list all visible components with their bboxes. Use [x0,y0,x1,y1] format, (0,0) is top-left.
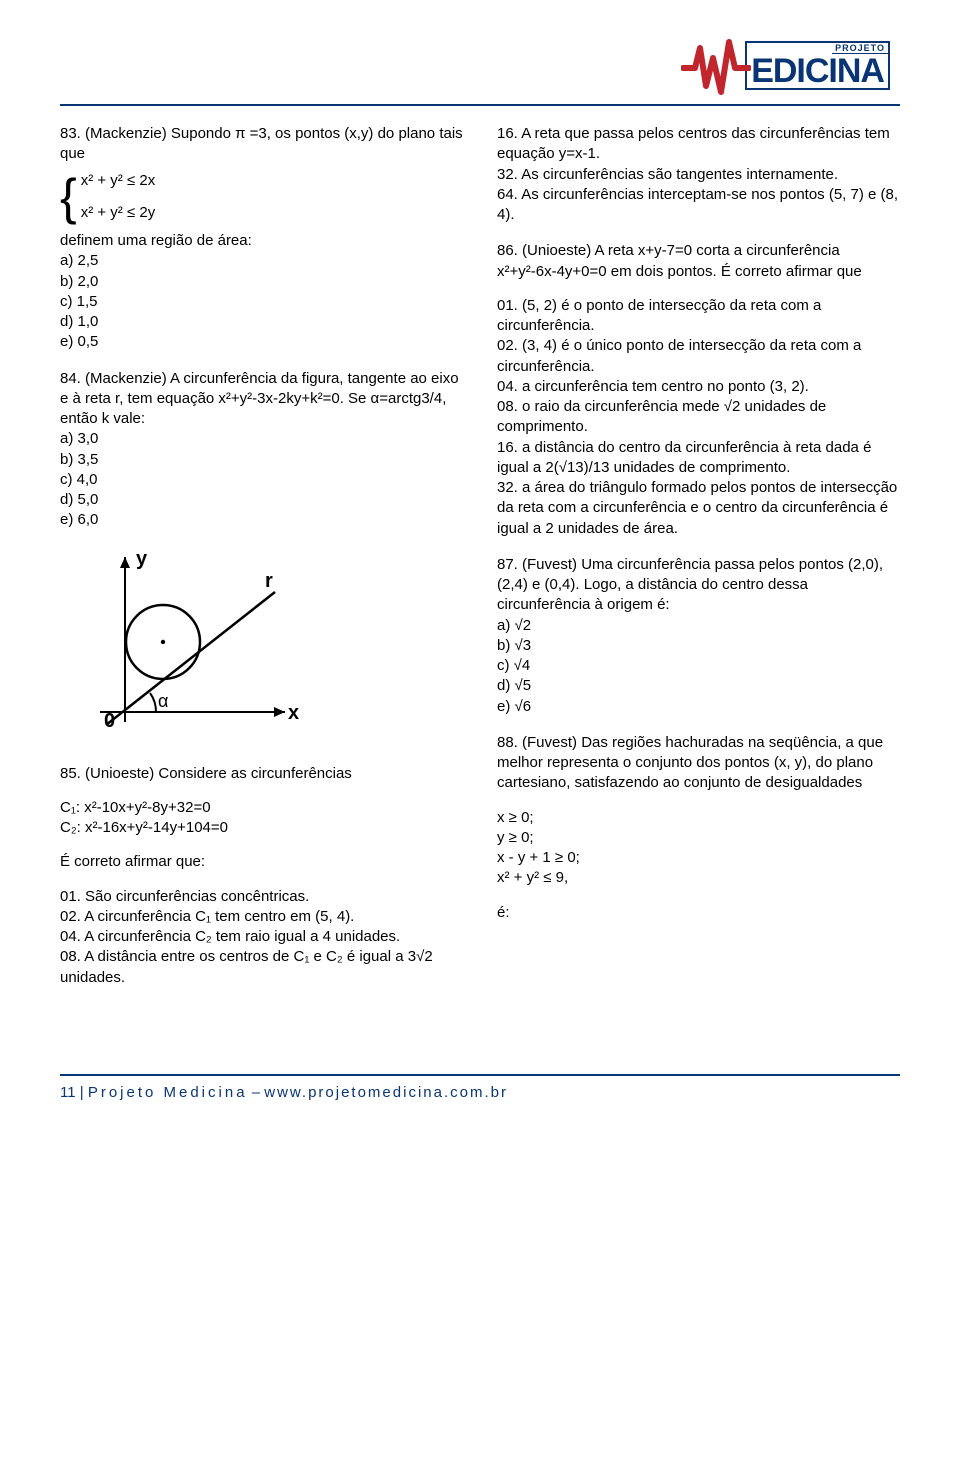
q85-02: 02. A circunferência C₁ tem centro em (5… [60,907,463,927]
spacer [60,838,463,852]
q87-b: b) √3 [497,636,900,656]
q86-head: 86. (Unioeste) A reta x+y-7=0 corta a ci… [497,241,900,282]
q83-a: a) 2,5 [60,251,463,271]
brace-icon: { [60,182,77,212]
logo-text-box: PROJETO EDICINA [745,41,890,90]
heartbeat-m-icon [681,34,751,96]
footer-sep: | [76,1084,88,1101]
axis-x-label: x [288,702,299,724]
q85-32: 32. As circunferências são tangentes int… [497,165,900,185]
line-r-label: r [265,570,273,592]
alpha-label: α [158,691,168,711]
question-88: 88. (Fuvest) Das regiões hachuradas na s… [497,733,900,923]
footer-title: Projeto Medicina [88,1084,248,1101]
q86-08: 08. o raio da circunferência mede √2 uni… [497,397,900,438]
question-84: 84. (Mackenzie) A circunferência da figu… [60,369,463,531]
header-rule [60,104,900,106]
q86-02: 02. (3, 4) é o único ponto de intersecçã… [497,336,900,377]
origin-label: 0 [104,710,115,732]
q83-e: e) 0,5 [60,332,463,352]
q85-c1: C₁: x²-10x+y²-8y+32=0 [60,798,463,818]
q84-c: c) 4,0 [60,470,463,490]
q84-e: e) 6,0 [60,510,463,530]
q84-a: a) 3,0 [60,429,463,449]
q87-d: d) √5 [497,676,900,696]
q88-l2: y ≥ 0; [497,828,900,848]
question-86: 86. (Unioeste) A reta x+y-7=0 corta a ci… [497,241,900,539]
q83-sys-lines: x² + y² ≤ 2x x² + y² ≤ 2y [81,169,156,226]
q88-eh: é: [497,903,900,923]
spacer [497,282,900,296]
footer-dash: – [248,1084,265,1101]
q86-01: 01. (5, 2) é o ponto de intersecção da r… [497,296,900,337]
q83-sys2: x² + y² ≤ 2y [81,203,156,223]
q86-04: 04. a circunferência tem centro no ponto… [497,377,900,397]
content-columns: 83. (Mackenzie) Supondo π =3, os pontos … [60,124,900,1004]
q88-l3: x - y + 1 ≥ 0; [497,848,900,868]
q87-c: c) √4 [497,656,900,676]
q83-d: d) 1,0 [60,312,463,332]
q88-l4: x² + y² ≤ 9, [497,868,900,888]
q87-a: a) √2 [497,616,900,636]
q83-b: b) 2,0 [60,272,463,292]
q85-04: 04. A circunferência C₂ tem raio igual a… [60,927,463,947]
header: PROJETO EDICINA [60,30,900,100]
spacer [497,794,900,808]
q85-01: 01. São circunferências concêntricas. [60,887,463,907]
q88-head: 88. (Fuvest) Das regiões hachuradas na s… [497,733,900,794]
footer-page: 11 [60,1084,76,1101]
q88-l1: x ≥ 0; [497,808,900,828]
q86-32: 32. a área do triângulo formado pelos po… [497,478,900,539]
spacer [60,784,463,798]
q83-head: 83. (Mackenzie) Supondo π =3, os pontos … [60,124,463,165]
logo-projeto: PROJETO [832,43,888,54]
footer-url: www.projetomedicina.com.br [264,1084,508,1101]
q83-def: definem uma região de área: [60,231,463,251]
question-85-cont: 16. A reta que passa pelos centros das c… [497,124,900,225]
axis-y-label: y [136,548,148,570]
q87-head: 87. (Fuvest) Uma circunferência passa pe… [497,555,900,616]
q85-08: 08. A distância entre os centros de C₁ e… [60,947,463,988]
q85-c2: C₂: x²-16x+y²-14y+104=0 [60,818,463,838]
page: PROJETO EDICINA 83. (Mackenzie) Supondo … [0,0,960,1117]
footer: 11 | Projeto Medicina – www.projetomedic… [60,1074,900,1117]
figure-84: y x r 0 α [70,547,463,746]
question-83: 83. (Mackenzie) Supondo π =3, os pontos … [60,124,463,353]
logo: PROJETO EDICINA [681,34,890,96]
q85-64: 64. As circunferências interceptam-se no… [497,185,900,226]
q85-aff: É correto afirmar que: [60,852,463,872]
left-column: 83. (Mackenzie) Supondo π =3, os pontos … [60,124,463,1004]
q83-system: { x² + y² ≤ 2x x² + y² ≤ 2y [60,169,463,226]
circle-tangent-diagram-icon: y x r 0 α [70,547,300,742]
sys-gap [81,193,156,201]
q84-b: b) 3,5 [60,450,463,470]
q83-c: c) 1,5 [60,292,463,312]
q84-p1: 84. (Mackenzie) A circunferência da figu… [60,369,463,430]
q87-e: e) √6 [497,697,900,717]
q85-16: 16. A reta que passa pelos centros das c… [497,124,900,165]
q84-d: d) 5,0 [60,490,463,510]
q83-sys1: x² + y² ≤ 2x [81,171,156,191]
spacer [497,889,900,903]
q85-head: 85. (Unioeste) Considere as circunferênc… [60,764,463,784]
right-column: 16. A reta que passa pelos centros das c… [497,124,900,1004]
logo-medicina: EDICINA [747,54,888,88]
question-87: 87. (Fuvest) Uma circunferência passa pe… [497,555,900,717]
spacer [60,873,463,887]
q86-16: 16. a distância do centro da circunferên… [497,438,900,479]
question-85: 85. (Unioeste) Considere as circunferênc… [60,764,463,988]
